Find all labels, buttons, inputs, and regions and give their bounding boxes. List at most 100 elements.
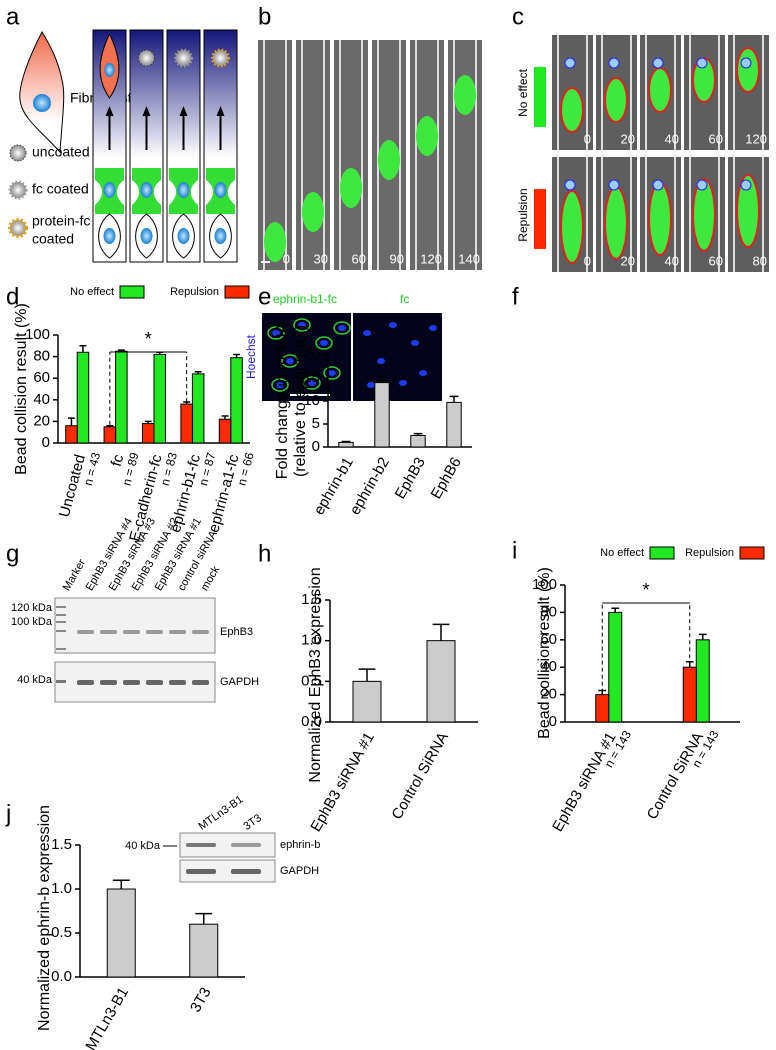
y-tick-label: 0 [549, 713, 557, 730]
error-bar [144, 420, 152, 424]
cell-outline [271, 378, 289, 392]
y-axis-label: Normalized EphB3 expression [307, 567, 324, 782]
diagram-a: Fibroblast uncoated fc coated protein-fc… [8, 29, 238, 263]
x-tick-label: EphB3 [392, 454, 429, 502]
y-axis-label: Normalized ephrin-b expression [36, 805, 53, 1031]
cell-fluor [692, 178, 716, 252]
bead [740, 57, 752, 69]
cell-fluor [604, 186, 628, 260]
cell-outline [281, 354, 299, 368]
time-label: 60 [352, 251, 366, 266]
y-tick-label: 0.0 [51, 968, 72, 985]
protein-label: ephrin-b [280, 839, 320, 851]
band [123, 680, 140, 685]
panel-label: c [512, 3, 524, 30]
stain-label: ephrin-b1-fc [273, 292, 337, 306]
nucleus-stain [272, 330, 280, 336]
y-axis-label: (relative to ephrin-b1) [292, 325, 309, 477]
y-tick-label: 40 [33, 391, 50, 408]
y-tick-label: 10 [303, 392, 320, 409]
bead [740, 179, 752, 191]
panel-label: j [5, 800, 11, 827]
y-tick-label: 1.0 [51, 880, 72, 897]
time-label: 80 [753, 253, 767, 268]
error-bar [233, 353, 241, 358]
arrow-head [179, 106, 188, 116]
panel-label: h [258, 540, 271, 567]
band [192, 630, 209, 634]
nucleus-stain [328, 370, 336, 376]
stain-label: fc [400, 292, 409, 306]
bead [696, 179, 708, 191]
band [77, 630, 94, 634]
x-tick-label: MTLn3-B1 [82, 984, 132, 1050]
bar [218, 418, 232, 444]
nucleus-stain [338, 325, 346, 331]
bead-icon [8, 218, 28, 238]
band [77, 680, 94, 685]
error-bar [221, 415, 229, 420]
nucleus-stain [429, 325, 437, 331]
arrow-head [105, 106, 114, 116]
time-label: 20 [621, 253, 635, 268]
cell-outline [267, 326, 285, 340]
cell-fluor [648, 182, 672, 256]
y-tick-label: 1.0 [301, 632, 322, 649]
nucleus-stain [419, 370, 427, 376]
time-label: 0 [584, 253, 591, 268]
fibroblast-shape [19, 30, 65, 154]
cell-outline [323, 366, 341, 380]
marker-label: 100 kDa [11, 616, 53, 628]
bead [652, 57, 664, 69]
x-tick-label: Control SiRNA [644, 729, 707, 822]
error-bar [377, 375, 387, 383]
nucleus [140, 182, 153, 198]
time-label: 20 [621, 131, 635, 146]
cell-fluor [736, 47, 760, 93]
micrograph [353, 313, 442, 401]
diagram-label: protein-fc [32, 213, 90, 229]
legend-swatch [739, 546, 765, 560]
y-tick-label: 100 [25, 326, 50, 343]
protein-label: GAPDH [280, 865, 319, 877]
ladder-band [56, 621, 66, 623]
row-label: No effect [516, 68, 530, 116]
cell-fluor [264, 222, 286, 262]
bead [138, 49, 155, 67]
cell-fluor [340, 168, 362, 208]
band [169, 630, 186, 634]
y-axis-label: Bead collision result (%) [536, 567, 553, 739]
cell-outline [315, 336, 333, 350]
nucleus-stain [308, 380, 316, 386]
cell-fluor [604, 77, 628, 123]
y-axis-label: Fold change in mRNA [274, 322, 291, 479]
band [231, 869, 261, 874]
bar [191, 373, 205, 444]
bead [696, 57, 708, 69]
marker-label: 40 kDa [125, 840, 161, 852]
bar [682, 666, 697, 723]
cell-fluor [416, 116, 438, 156]
cell-fluor [560, 190, 584, 264]
cell-outline [303, 376, 321, 390]
bar [695, 639, 710, 723]
panel-label: a [6, 3, 20, 30]
ladder-band [56, 648, 66, 650]
y-tick-label: 0.5 [51, 924, 72, 941]
x-tick-label: Uncoated [56, 453, 89, 519]
bar [141, 423, 155, 444]
band [123, 630, 140, 634]
x-tick-label: fc [108, 452, 128, 468]
bar [374, 382, 390, 448]
diagram-label: coated [32, 231, 74, 247]
blot [179, 859, 276, 883]
time-label: 60 [709, 253, 723, 268]
band [192, 680, 209, 685]
legend-label: No effect [70, 286, 114, 298]
bar [153, 353, 167, 444]
blot [54, 597, 216, 654]
